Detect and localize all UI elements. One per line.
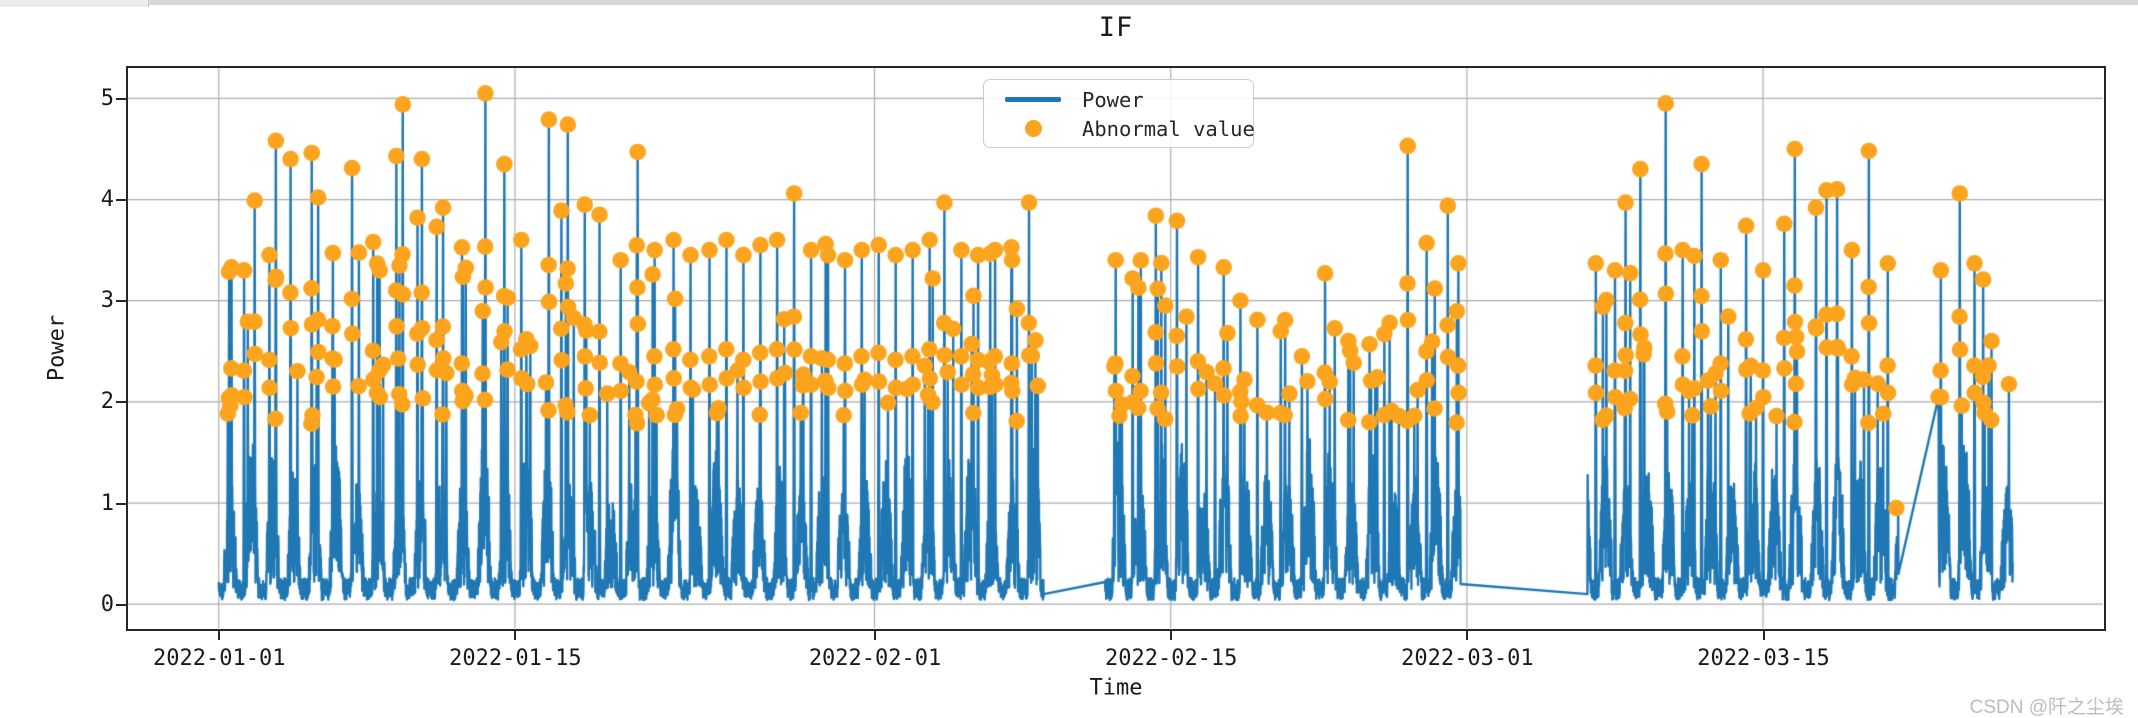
plot-canvas: [128, 68, 2103, 628]
x-tick-label: 2022-01-01: [153, 646, 286, 671]
y-tick-mark: [116, 300, 126, 303]
x-tick-label: 2022-02-15: [1104, 646, 1238, 671]
legend-label-power: Power: [1082, 87, 1144, 112]
x-tick-mark: [1466, 631, 1469, 640]
power-line-icon: [1005, 97, 1061, 102]
y-tick-mark: [116, 97, 126, 100]
y-tick-label: 4: [100, 187, 114, 213]
y-tick-label: 2: [100, 389, 114, 415]
chart-title: IF: [1098, 12, 1134, 43]
y-tick-mark: [116, 603, 126, 606]
x-tick-mark: [218, 631, 221, 640]
y-axis-label: Power: [44, 314, 70, 382]
x-tick-mark: [1762, 631, 1765, 640]
x-tick-label: 2022-02-01: [808, 646, 942, 671]
legend-entry-power: Power: [996, 85, 1253, 114]
x-tick-mark: [514, 631, 517, 640]
csdn-watermark: CSDN @阡之尘埃: [1969, 697, 2124, 718]
x-tick-label: 2022-03-15: [1697, 646, 1830, 671]
y-tick-label: 0: [100, 591, 114, 617]
y-tick-label: 5: [100, 85, 114, 111]
x-tick-label: 2022-03-01: [1401, 646, 1534, 671]
abnormal-dot-icon: [1024, 120, 1042, 137]
x-tick-mark: [874, 631, 877, 640]
scrollbar-thumb[interactable]: [0, 0, 149, 7]
horizontal-scrollbar[interactable]: [0, 0, 2138, 7]
legend-entry-abnormal: Abnormal value: [996, 114, 1255, 143]
y-tick-mark: [116, 199, 126, 202]
y-tick-mark: [116, 401, 126, 404]
y-tick-label: 1: [100, 490, 114, 516]
legend-marker-zone: [996, 120, 1070, 137]
y-tick-label: 3: [100, 288, 114, 314]
x-tick-label: 2022-01-15: [449, 646, 582, 671]
legend-label-abnormal: Abnormal value: [1082, 116, 1255, 141]
plot-area: [126, 66, 2106, 631]
legend-box: Power Abnormal value: [983, 79, 1255, 148]
legend-marker-zone: [996, 97, 1070, 102]
x-tick-mark: [1170, 631, 1173, 640]
x-axis-label: Time: [1089, 675, 1143, 701]
y-tick-mark: [116, 502, 126, 505]
